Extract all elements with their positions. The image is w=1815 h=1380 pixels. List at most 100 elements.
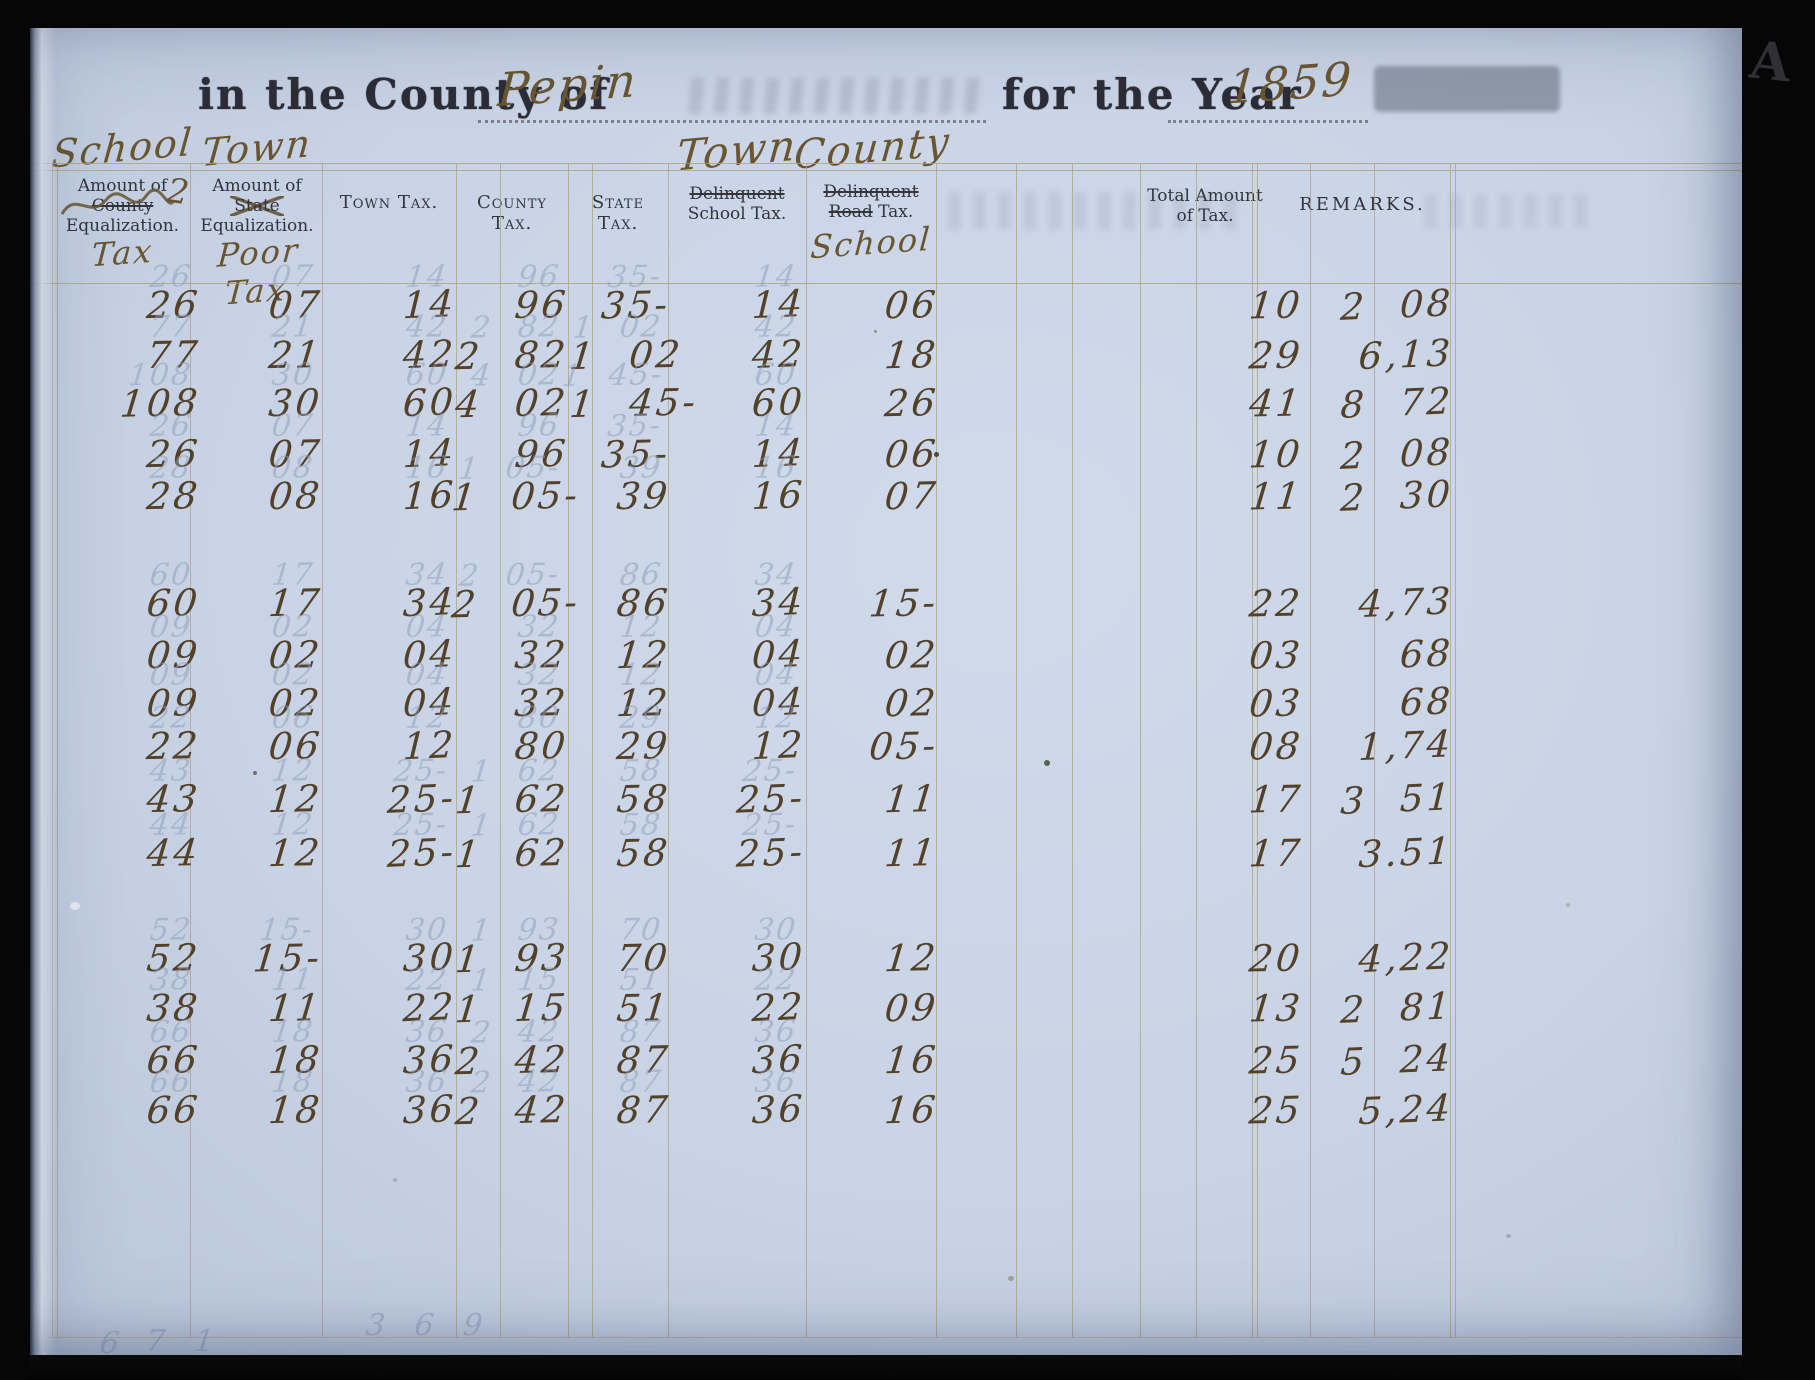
ledger-cell: 2 81 bbox=[1339, 984, 1455, 1032]
ledger-cell: 36 bbox=[750, 1086, 807, 1133]
printed-header-line: Equalization. bbox=[65, 216, 180, 236]
ledger-cell: 15- bbox=[867, 581, 941, 626]
column-rule bbox=[1252, 163, 1253, 1337]
column-rule bbox=[1196, 163, 1197, 1337]
printed-state-tax-label: State Tax. bbox=[591, 192, 645, 234]
handwritten-school-label: School bbox=[809, 219, 933, 267]
scan-border-right bbox=[1742, 0, 1815, 1380]
column-rule bbox=[1450, 163, 1451, 1337]
paper-stain bbox=[393, 1178, 397, 1182]
ledger-cell: 16 bbox=[882, 1088, 941, 1133]
printed-tax-label: Tax. bbox=[878, 202, 914, 222]
ledger-cell: 03 bbox=[1247, 633, 1305, 678]
printed-header-line: Equalization. bbox=[200, 216, 314, 236]
ledger-cell: 8 72 bbox=[1339, 379, 1455, 427]
page-binding-edge bbox=[30, 28, 56, 1355]
paper-stain bbox=[1008, 1276, 1014, 1281]
paper-fleck bbox=[70, 902, 80, 910]
column-header-county-school-tax: County Delinquent Road Tax. School bbox=[792, 119, 952, 278]
ledger-cell: 4,22 bbox=[1357, 934, 1455, 982]
column-rule bbox=[190, 163, 191, 1337]
ink-speck bbox=[874, 330, 877, 333]
ink-speck bbox=[253, 771, 257, 775]
ledger-cell: 25 bbox=[1247, 1088, 1305, 1133]
ledger-cell: 6,13 bbox=[1357, 331, 1455, 379]
ledger-cell: 5 24 bbox=[1339, 1036, 1455, 1084]
ledger-cell: 08 bbox=[266, 474, 325, 519]
column-rule bbox=[936, 163, 937, 1337]
printed-school-tax-label: School Tax. bbox=[687, 204, 787, 224]
printed-town-tax-label: Town Tax. bbox=[339, 192, 439, 213]
ledger-cell: 05- bbox=[867, 724, 941, 769]
title-underline bbox=[478, 120, 986, 123]
printed-total-line1: Total Amount bbox=[1147, 186, 1263, 206]
column-rule bbox=[322, 163, 323, 1337]
row-rule bbox=[30, 163, 1742, 164]
ledger-cell: 12 bbox=[266, 831, 325, 876]
scribble-digit: 2 bbox=[164, 170, 192, 214]
column-rule bbox=[1257, 163, 1258, 1337]
handwritten-town-label: Town bbox=[200, 120, 314, 176]
ledger-cell: 58 bbox=[614, 831, 673, 876]
title-in-county: in the County of bbox=[198, 70, 610, 119]
printed-delinquent-struck: Delinquent bbox=[823, 182, 919, 202]
column-header-school-equalization: School Amount of County Equalization. 2 … bbox=[50, 120, 195, 278]
ledger-cell: 18 bbox=[882, 333, 941, 378]
ledger-cell: 25- bbox=[735, 829, 807, 876]
ledger-cell: 5,24 bbox=[1357, 1086, 1455, 1134]
printed-state-crossed: State bbox=[230, 196, 284, 216]
column-rule bbox=[57, 163, 58, 1337]
ledger-cell: 22 bbox=[1247, 581, 1305, 626]
column-rule bbox=[1072, 163, 1073, 1337]
bleed-through-smudge bbox=[688, 78, 990, 114]
printed-delinquent-struck: Delinquent bbox=[689, 184, 785, 204]
row-rule bbox=[46, 1337, 1742, 1338]
ledger-cell: 06 bbox=[882, 283, 941, 328]
ledger-cell: 12 bbox=[882, 936, 941, 981]
column-rule bbox=[500, 163, 501, 1337]
stray-pencil-mark: 7 1 bbox=[144, 1324, 226, 1359]
printed-total-line2: of Tax. bbox=[1176, 206, 1234, 226]
handwritten-school-label: School bbox=[49, 119, 196, 177]
paper-stain bbox=[1506, 1234, 1511, 1238]
paper-stain bbox=[1566, 903, 1570, 907]
ledger-cell: 4,73 bbox=[1357, 579, 1455, 627]
ink-speck bbox=[934, 452, 939, 457]
bleed-through-block bbox=[1374, 66, 1560, 112]
ledger-cell: 2 08 bbox=[1339, 281, 1455, 329]
ledger-cell: 11 bbox=[882, 831, 941, 876]
row-rule bbox=[30, 170, 1742, 171]
column-rule bbox=[1140, 163, 1141, 1337]
column-rule bbox=[1310, 163, 1311, 1337]
column-rule bbox=[568, 163, 569, 1337]
scan-border-top bbox=[0, 0, 1815, 28]
ledger-cell: 39 bbox=[614, 474, 673, 519]
printed-road-struck: Road bbox=[828, 202, 873, 222]
scribble-mark bbox=[60, 188, 176, 215]
column-rule bbox=[806, 163, 807, 1337]
column-rule bbox=[592, 163, 593, 1337]
column-header-town-school-tax: Town Delinquent School Tax. bbox=[670, 120, 804, 278]
ledger-cell: 68 bbox=[1398, 631, 1455, 677]
ledger-cell: 11 bbox=[882, 777, 941, 822]
ledger-cell: 10 bbox=[1247, 283, 1305, 328]
printed-header-line: Amount of bbox=[77, 176, 168, 196]
column-header-state-tax: State Tax. bbox=[570, 128, 666, 278]
column-header-county-tax: County Tax. bbox=[458, 128, 566, 278]
ledger-cell: 17 bbox=[1247, 831, 1305, 876]
row-rule bbox=[30, 283, 1742, 284]
ledger-cell: 1,74 bbox=[1357, 722, 1455, 770]
ledger-cell: 18 bbox=[266, 1088, 325, 1133]
column-header-remarks: REMARKS. bbox=[1270, 128, 1455, 278]
column-header-town-equalization: Town Amount of State Equalization. Poor … bbox=[196, 121, 318, 313]
printed-remarks-label: REMARKS. bbox=[1299, 194, 1426, 215]
ledger-cell: 3 51 bbox=[1339, 775, 1455, 823]
handwritten-year: 1859 bbox=[1226, 51, 1355, 115]
handwritten-county-name: Pepin bbox=[496, 52, 640, 118]
ledger-cell: 10 bbox=[1247, 432, 1305, 477]
corner-mark: A bbox=[1747, 29, 1794, 95]
column-header-total-amount: Total Amount of Tax. bbox=[1130, 128, 1280, 278]
ledger-cell: 87 bbox=[614, 1088, 673, 1133]
stray-pencil-mark: 3 6 9 bbox=[364, 1308, 495, 1343]
column-rule bbox=[456, 163, 457, 1337]
